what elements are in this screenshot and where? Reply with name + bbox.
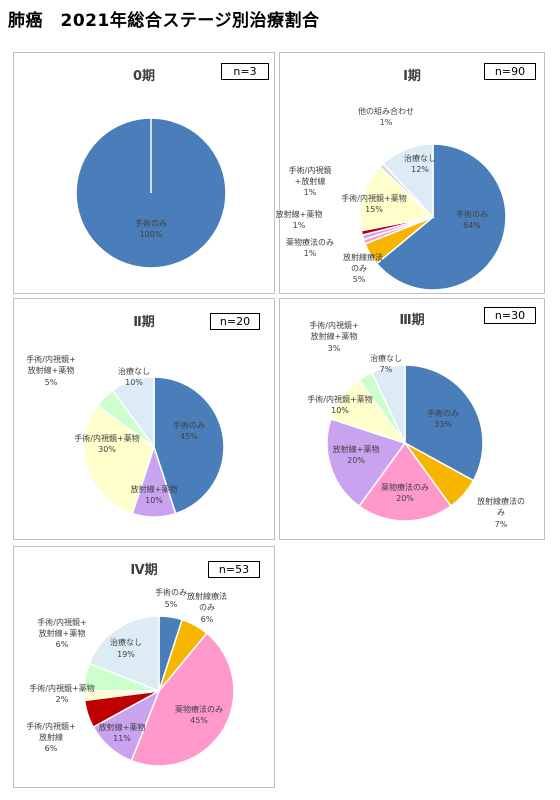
- slice-percent-label: 10%: [145, 496, 163, 505]
- slice-label: 手術/内視鏡+: [26, 354, 75, 364]
- pie-slice: [326, 417, 407, 508]
- chart-title: 0期: [132, 69, 156, 84]
- chart-title: Ⅲ期: [399, 313, 425, 328]
- chart-title: Ⅳ期: [130, 563, 158, 578]
- slice-percent-label: 12%: [411, 165, 429, 174]
- slice-percent-label: 20%: [347, 456, 365, 465]
- slice-label: 手術/内視鏡+薬物: [29, 683, 94, 693]
- pie-chart-stage-0: 手術のみ 100%: [75, 117, 227, 269]
- slice-percent-label: 11%: [113, 734, 131, 743]
- pie-slice: [359, 165, 435, 232]
- slice-percent-label: 10%: [331, 406, 349, 415]
- slice-label: 手術のみ: [456, 209, 488, 219]
- slice-percent-label: 1%: [380, 118, 393, 127]
- chart-title: Ⅱ期: [133, 315, 155, 330]
- pie-slice: [111, 376, 155, 450]
- chart-panel-stage-1: Ⅰ期 n=90 手術のみ 64% 放射線療法のみ 5% 薬物療法のみ 1% 放射線+薬物 1%…: [276, 52, 545, 294]
- slice-label: 放射線: [39, 732, 63, 742]
- slice-percent-label: 20%: [396, 494, 414, 503]
- pie-slice: [88, 615, 160, 693]
- n-count-badge: n=53: [208, 561, 260, 578]
- slice-label: 放射線+薬物: [311, 331, 358, 341]
- slice-label: 薬物療法のみ: [175, 704, 223, 714]
- slice-label: 手術/内視鏡+: [26, 721, 75, 731]
- slice-label: 放射線療法: [343, 252, 383, 262]
- slice-label: 手術のみ: [135, 218, 167, 228]
- n-count-badge: n=3: [221, 63, 269, 80]
- slice-percent-label: 5%: [165, 600, 178, 609]
- n-count-badge: n=30: [484, 307, 536, 324]
- slice-label: 放射線+薬物: [39, 628, 86, 638]
- slice-label: 手術/内視鏡+薬物: [307, 394, 372, 404]
- slice-label: 薬物療法のみ: [286, 237, 334, 247]
- n-count-badge: n=20: [210, 313, 260, 330]
- slice-percent-label: 5%: [45, 378, 58, 387]
- chart-panel-stage-3: Ⅲ期 n=30 手術のみ 33% 放射線療法のみ 7% 薬物療法のみ 20% 放射線+薬物 2…: [279, 298, 545, 540]
- slice-label: 放射線+薬物: [99, 722, 146, 732]
- slice-label: 手術/内視鏡+薬物: [341, 193, 406, 203]
- slice-percent-label: 7%: [380, 365, 393, 374]
- slice-percent-label: 45%: [180, 432, 198, 441]
- slice-percent-label: 6%: [56, 640, 69, 649]
- slice-label: 放射線+薬物: [131, 484, 178, 494]
- slice-percent-label: 19%: [117, 650, 135, 659]
- slice-percent-label: 6%: [45, 744, 58, 753]
- pie-slice: [404, 364, 484, 482]
- slice-percent-label: 100%: [140, 230, 163, 239]
- slice-percent-label: 30%: [98, 445, 116, 454]
- pie-slice: [381, 143, 434, 219]
- chart-title: Ⅰ期: [403, 69, 421, 84]
- slice-label: 治療なし: [110, 637, 142, 647]
- slice-label: 放射線+薬物: [28, 365, 75, 375]
- slice-label: 手術/内視鏡+: [37, 617, 86, 627]
- slice-label: 手術のみ: [427, 408, 459, 418]
- slice-label: 放射線+薬物: [333, 444, 380, 454]
- slice-percent-label: 1%: [304, 249, 317, 258]
- slice-label: 手術のみ: [155, 587, 187, 597]
- slice-label: 治療なし: [118, 366, 150, 376]
- pie-chart-stage-2: 手術のみ45%放射線+薬物10%手術/内視鏡+薬物30%手術/内視鏡+放射線+薬…: [26, 354, 225, 518]
- pie-slice: [153, 376, 225, 515]
- page-title: 肺癌 2021年総合ステージ別治療割合: [8, 11, 320, 31]
- slice-label: 放射線療法の: [477, 496, 525, 506]
- pie-slice: [358, 441, 452, 522]
- slice-label: 手術/内視鏡+: [309, 320, 358, 330]
- slice-percent-label: 33%: [434, 420, 452, 429]
- slice-label: 放射線+薬物: [276, 209, 323, 219]
- slice-label: のみ: [199, 603, 215, 612]
- pie-slice: [370, 364, 406, 444]
- chart-panel-stage-0: 0期 n=3 手術のみ 100%: [13, 52, 275, 294]
- slice-label: 治療なし: [404, 153, 436, 163]
- slice-percent-label: 7%: [495, 520, 508, 529]
- slice-percent-label: 2%: [56, 695, 69, 704]
- chart-panel-stage-2: Ⅱ期 n=20 手術のみ 45% 放射線+薬物 10% 手術/内視鏡+薬物 30% 手術/内…: [13, 298, 275, 540]
- slice-percent-label: 15%: [365, 205, 383, 214]
- slice-label: 手術のみ: [173, 420, 205, 430]
- slice-label: 手術/内視鏡: [289, 165, 332, 175]
- slice-percent-label: 10%: [125, 378, 143, 387]
- slice-percent-label: 64%: [463, 221, 481, 230]
- slice-label: +放射線: [295, 176, 326, 186]
- pie-slice: [83, 404, 155, 515]
- n-count-badge: n=90: [484, 63, 536, 80]
- slice-label: のみ: [351, 264, 367, 273]
- slice-label: 治療なし: [370, 353, 402, 363]
- slice-label: 他の組み合わせ: [358, 106, 414, 116]
- slice-percent-label: 45%: [190, 716, 208, 725]
- slice-label: 手術/内視鏡+薬物: [74, 433, 139, 443]
- pie-slice: [375, 143, 507, 291]
- pie-slice: [130, 632, 235, 767]
- slice-label: 放射線療法: [187, 591, 227, 601]
- slice-percent-label: 1%: [304, 188, 317, 197]
- slice-label: み: [497, 508, 505, 517]
- slice-percent-label: 5%: [353, 275, 366, 284]
- slice-label: 薬物療法のみ: [381, 482, 429, 492]
- slice-percent-label: 1%: [293, 221, 306, 230]
- chart-panel-stage-4: Ⅳ期 n=53 手術のみ 5% 放射線療法のみ 6% 薬物療法のみ 45% 放射線+薬物 11…: [13, 546, 275, 788]
- slice-percent-label: 6%: [201, 615, 214, 624]
- slice-percent-label: 3%: [328, 344, 341, 353]
